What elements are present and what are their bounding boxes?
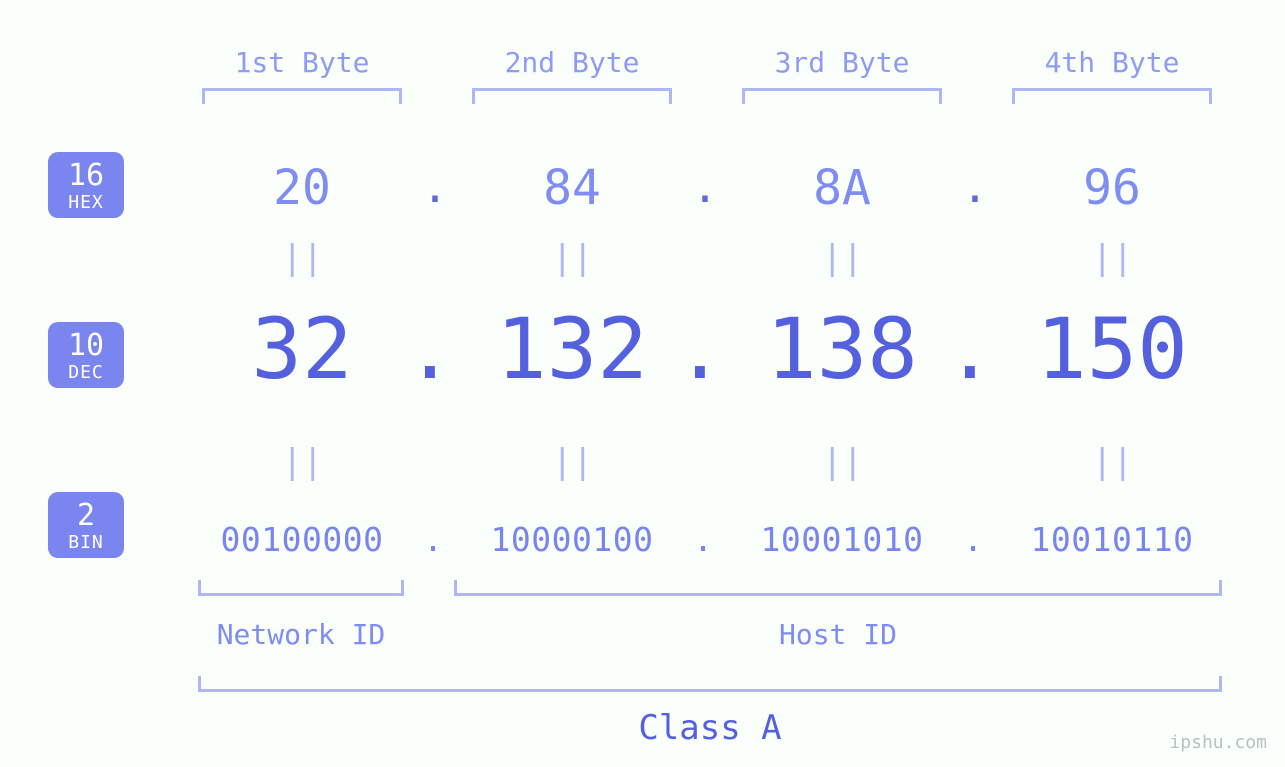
badge-dec: 10 DEC bbox=[48, 322, 124, 388]
eq-2-1: || bbox=[282, 442, 322, 482]
eq-1-2: || bbox=[552, 238, 592, 278]
byte-label-4: 4th Byte bbox=[1042, 46, 1182, 79]
dec-dot-1: . bbox=[400, 304, 460, 397]
bin-dot-2: . bbox=[688, 520, 718, 559]
bin-byte-4: 10010110 bbox=[1002, 520, 1222, 559]
top-bracket-2 bbox=[472, 88, 672, 104]
badge-dec-name: DEC bbox=[48, 364, 124, 383]
network-bracket bbox=[198, 580, 404, 596]
byte-label-2: 2nd Byte bbox=[502, 46, 642, 79]
hex-byte-2: 84 bbox=[512, 160, 632, 216]
network-id-label: Network ID bbox=[198, 618, 404, 651]
badge-bin-base: 2 bbox=[48, 500, 124, 532]
badge-bin-name: BIN bbox=[48, 534, 124, 553]
eq-1-1: || bbox=[282, 238, 322, 278]
dec-byte-3: 138 bbox=[742, 300, 942, 398]
hex-byte-1: 20 bbox=[242, 160, 362, 216]
eq-1-3: || bbox=[822, 238, 862, 278]
hex-dot-2: . bbox=[685, 162, 725, 213]
watermark: ipshu.com bbox=[1169, 732, 1267, 753]
bin-dot-1: . bbox=[418, 520, 448, 559]
badge-hex: 16 HEX bbox=[48, 152, 124, 218]
bin-byte-3: 10001010 bbox=[732, 520, 952, 559]
badge-dec-base: 10 bbox=[48, 330, 124, 362]
badge-hex-name: HEX bbox=[48, 194, 124, 213]
byte-label-1: 1st Byte bbox=[232, 46, 372, 79]
byte-label-3: 3rd Byte bbox=[772, 46, 912, 79]
bin-byte-1: 00100000 bbox=[192, 520, 412, 559]
hex-dot-3: . bbox=[955, 162, 995, 213]
host-bracket bbox=[454, 580, 1222, 596]
dec-dot-2: . bbox=[670, 304, 730, 397]
dec-byte-4: 150 bbox=[1012, 300, 1212, 398]
hex-byte-3: 8A bbox=[782, 160, 902, 216]
hex-byte-4: 96 bbox=[1052, 160, 1172, 216]
dec-byte-1: 32 bbox=[202, 300, 402, 398]
ip-diagram: 1st Byte 2nd Byte 3rd Byte 4th Byte 16 H… bbox=[0, 0, 1285, 767]
eq-2-4: || bbox=[1092, 442, 1132, 482]
hex-dot-1: . bbox=[415, 162, 455, 213]
eq-2-2: || bbox=[552, 442, 592, 482]
class-label: Class A bbox=[198, 708, 1222, 748]
eq-2-3: || bbox=[822, 442, 862, 482]
top-bracket-1 bbox=[202, 88, 402, 104]
dec-byte-2: 132 bbox=[472, 300, 672, 398]
top-bracket-3 bbox=[742, 88, 942, 104]
bin-dot-3: . bbox=[958, 520, 988, 559]
badge-bin: 2 BIN bbox=[48, 492, 124, 558]
top-bracket-4 bbox=[1012, 88, 1212, 104]
badge-hex-base: 16 bbox=[48, 160, 124, 192]
host-id-label: Host ID bbox=[454, 618, 1222, 651]
eq-1-4: || bbox=[1092, 238, 1132, 278]
class-bracket bbox=[198, 676, 1222, 692]
bin-byte-2: 10000100 bbox=[462, 520, 682, 559]
dec-dot-3: . bbox=[940, 304, 1000, 397]
